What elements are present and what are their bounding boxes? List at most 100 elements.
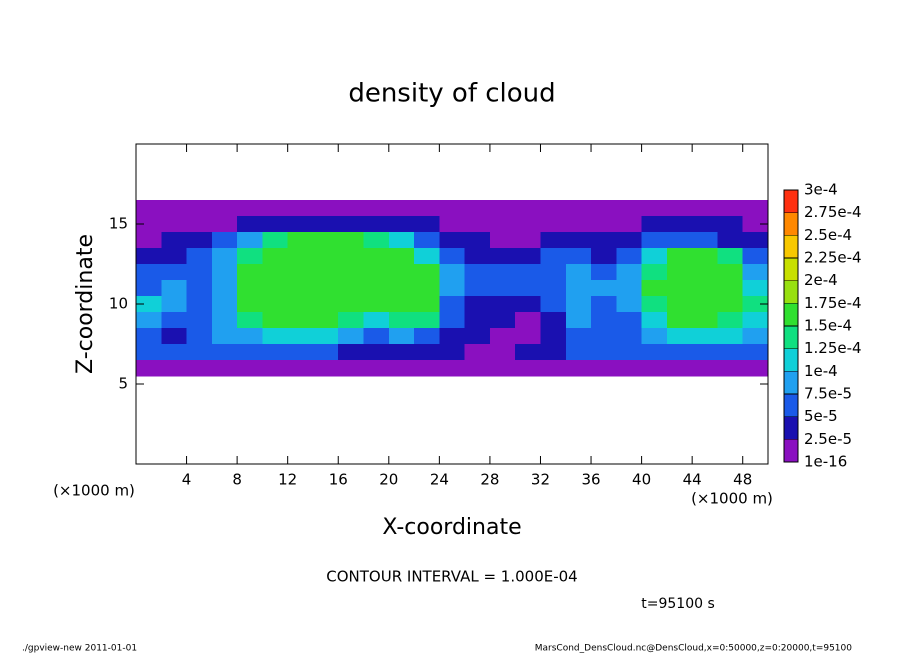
heat-cell [591,216,617,233]
heat-cell [439,296,466,313]
y-tick-label: 10 [109,295,128,313]
heat-cell [616,264,643,281]
colorbar-label: 2e-4 [804,271,838,289]
heat-cell [692,232,718,249]
heat-cell [591,296,617,313]
footer-right: MarsCond_DensCloud.nc@DensCloud,x=0:5000… [535,644,852,654]
heat-cell [312,280,339,297]
heat-cell [489,216,516,233]
heat-cell [363,328,390,345]
heat-cell [591,360,617,377]
heat-cell [464,280,491,297]
x-tick-label: 32 [531,471,550,489]
heat-cell [363,200,390,217]
heat-cell [591,200,617,217]
heat-cell [262,216,289,233]
heat-cell [464,360,491,377]
colorbar-label: 1e-4 [804,362,838,380]
heat-cell [666,312,693,329]
heat-cell [136,280,162,297]
x-tick-label: 8 [232,471,242,489]
heat-cell [388,248,415,265]
colorbar-box [783,371,799,395]
y-unit: (×1000 m) [53,482,135,500]
heat-cell [742,264,769,281]
heat-cell [591,328,617,345]
heat-cell [692,280,718,297]
heat-cell [136,296,162,313]
colorbar-box [783,393,799,417]
heat-cell [136,360,162,377]
heat-cell [540,280,567,297]
heat-cell [641,344,668,361]
heat-cell [616,280,643,297]
colorbar-box [783,348,799,372]
heat-cell [439,344,466,361]
colorbar-box [783,235,799,259]
heat-cell [388,200,415,217]
heat-cell [136,248,162,265]
heat-cell [414,216,440,233]
heat-cell [161,248,188,265]
heat-cell [565,264,592,281]
heat-cell [312,248,339,265]
heat-cell [565,280,592,297]
colorbar-box [783,303,799,327]
heat-cell [414,264,440,281]
x-axis-label: X-coordinate [382,515,521,540]
heat-cell [742,360,769,377]
heat-cell [338,264,365,281]
footer-left: ./gpview-new 2011-01-01 [22,644,137,654]
colorbar-label: 2.25e-4 [804,249,862,267]
heat-cell [515,328,541,345]
contour-note: CONTOUR INTERVAL = 1.000E-04 [326,568,577,586]
y-tick-label: 15 [109,215,128,233]
heat-cell [287,344,314,361]
heat-cell [742,216,769,233]
heat-cell [565,200,592,217]
heat-cell [641,360,668,377]
colorbar-label: 1e-16 [804,453,847,471]
heat-cell [136,216,162,233]
colorbar-label: 1.75e-4 [804,294,862,312]
heat-cell [363,264,390,281]
heat-cell [414,248,440,265]
heat-cell [666,248,693,265]
heat-cell [439,248,466,265]
heat-cell [515,344,541,361]
heat-cell [312,296,339,313]
heat-cell [515,312,541,329]
heat-cell [211,216,238,233]
colorbar-label: 1.25e-4 [804,339,862,357]
heat-cell [237,360,263,377]
heat-cell [641,216,668,233]
heat-cell [591,248,617,265]
heat-cell [414,296,440,313]
heat-cell [540,232,567,249]
colorbar-label: 2.75e-4 [804,203,862,221]
heat-cell [439,216,466,233]
heat-cell [211,264,238,281]
heat-cell [388,328,415,345]
heat-cell [616,248,643,265]
heat-cell [666,360,693,377]
heat-cell [540,328,567,345]
heat-cell [515,296,541,313]
heat-cell [211,344,238,361]
heat-cell [540,344,567,361]
colorbar-box [783,439,799,463]
heat-cell [262,328,289,345]
heat-cell [717,248,744,265]
heat-cell [237,216,263,233]
heat-cell [414,328,440,345]
heat-cell [161,264,188,281]
heat-cell [312,232,339,249]
heat-cell [136,232,162,249]
heat-cell [186,296,213,313]
heat-cell [717,216,744,233]
heat-cell [489,312,516,329]
heat-cell [464,264,491,281]
heat-cell [161,280,188,297]
heat-cell [363,360,390,377]
heat-cell [237,344,263,361]
